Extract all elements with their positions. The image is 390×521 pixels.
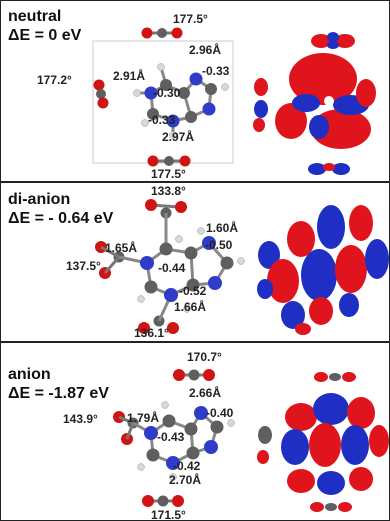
panel-title-neutral: neutral (8, 8, 62, 25)
charge-bottom-neutral: -0.33 (148, 113, 176, 127)
co2-bottom (142, 495, 184, 507)
angle-top-di-anion: 133.8° (151, 184, 186, 198)
distance-bottom-di-anion: 1.66Å (174, 300, 207, 314)
neutral-orbital-drawing (253, 32, 376, 175)
distance-left-anion: 1.79Å (127, 411, 160, 425)
angle-left-di-anion: 137.5° (66, 259, 101, 273)
anion-orbital-co2-bottom (310, 502, 352, 512)
angle-bottom-neutral: 177.5° (151, 167, 186, 181)
energy-neutral: ΔE = 0 eV (8, 27, 82, 44)
charge-center-anion: -0.43 (157, 430, 185, 444)
purine-atoms (137, 401, 235, 481)
distance-top-di-anion: 1.60Å (206, 221, 239, 235)
charge-center-neutral: -0.30 (153, 86, 181, 100)
di-anion-structure-drawing (95, 199, 245, 334)
distance-bottom-neutral: 2.97Å (162, 130, 195, 144)
distance-top-anion: 2.66Å (189, 386, 222, 400)
anion-structure-drawing (113, 369, 235, 507)
charge-right-di-anion: -0.50 (205, 238, 233, 252)
neutral-orbital-main (275, 53, 376, 149)
purine-atoms (133, 63, 229, 139)
co2-left (93, 79, 109, 109)
angle-top-anion: 170.7° (187, 350, 222, 364)
angle-left-neutral: 177.2° (37, 73, 72, 87)
anion-orbital-co2-top (314, 372, 356, 382)
energy-anion: ΔE = -1.87 eV (8, 385, 109, 402)
charge-bottom-di-anion: -0.52 (179, 284, 207, 298)
co2-top (173, 369, 215, 381)
energy-di-anion: ΔE = - 0.64 eV (8, 210, 114, 227)
angle-bottom-di-anion: 136.1° (134, 326, 169, 340)
panel-di-anion: di-anion ΔE = - 0.64 eV 133.8° 1.60Å -0.… (0, 182, 390, 342)
charge-right-neutral: -0.33 (202, 64, 230, 78)
distance-left-neutral: 2.91Å (113, 69, 146, 83)
neutral-orbital-co2-bottom (308, 163, 350, 175)
charge-center-di-anion: -0.44 (158, 261, 186, 275)
di-anion-orbital-main (257, 205, 389, 335)
neutral-orbital-co2-left (253, 78, 268, 132)
charge-bottom-anion: -0.42 (173, 459, 201, 473)
angle-top-neutral: 177.5° (173, 12, 208, 26)
panel-anion: anion ΔE = -1.87 eV 170.7° 2.66Å -0.40 1… (0, 342, 390, 521)
co2-bottom (147, 155, 191, 167)
charge-right-anion: -0.40 (206, 406, 234, 420)
co2-top (145, 199, 187, 219)
neutral-structure-drawing (92, 27, 234, 167)
co2-top (141, 27, 183, 39)
distance-top-neutral: 2.96Å (189, 43, 222, 57)
distance-bottom-anion: 2.70Å (169, 473, 202, 487)
co2-bottom (138, 315, 179, 334)
anion-orbital-drawing (257, 372, 389, 512)
angle-bottom-anion: 171.5° (151, 508, 186, 521)
neutral-orbital-co2-top (311, 32, 355, 49)
anion-orbital-main (257, 393, 389, 495)
panel-title-di-anion: di-anion (8, 191, 71, 208)
panel-neutral: neutral ΔE = 0 eV 177.5° 2.96Å 177.2° 2.… (0, 0, 390, 182)
purine-atoms (137, 227, 245, 313)
di-anion-orbital-drawing (257, 205, 389, 335)
distance-left-di-anion: 1.65Å (105, 241, 138, 255)
angle-left-anion: 143.9° (63, 412, 98, 426)
panel-title-anion: anion (8, 366, 51, 383)
